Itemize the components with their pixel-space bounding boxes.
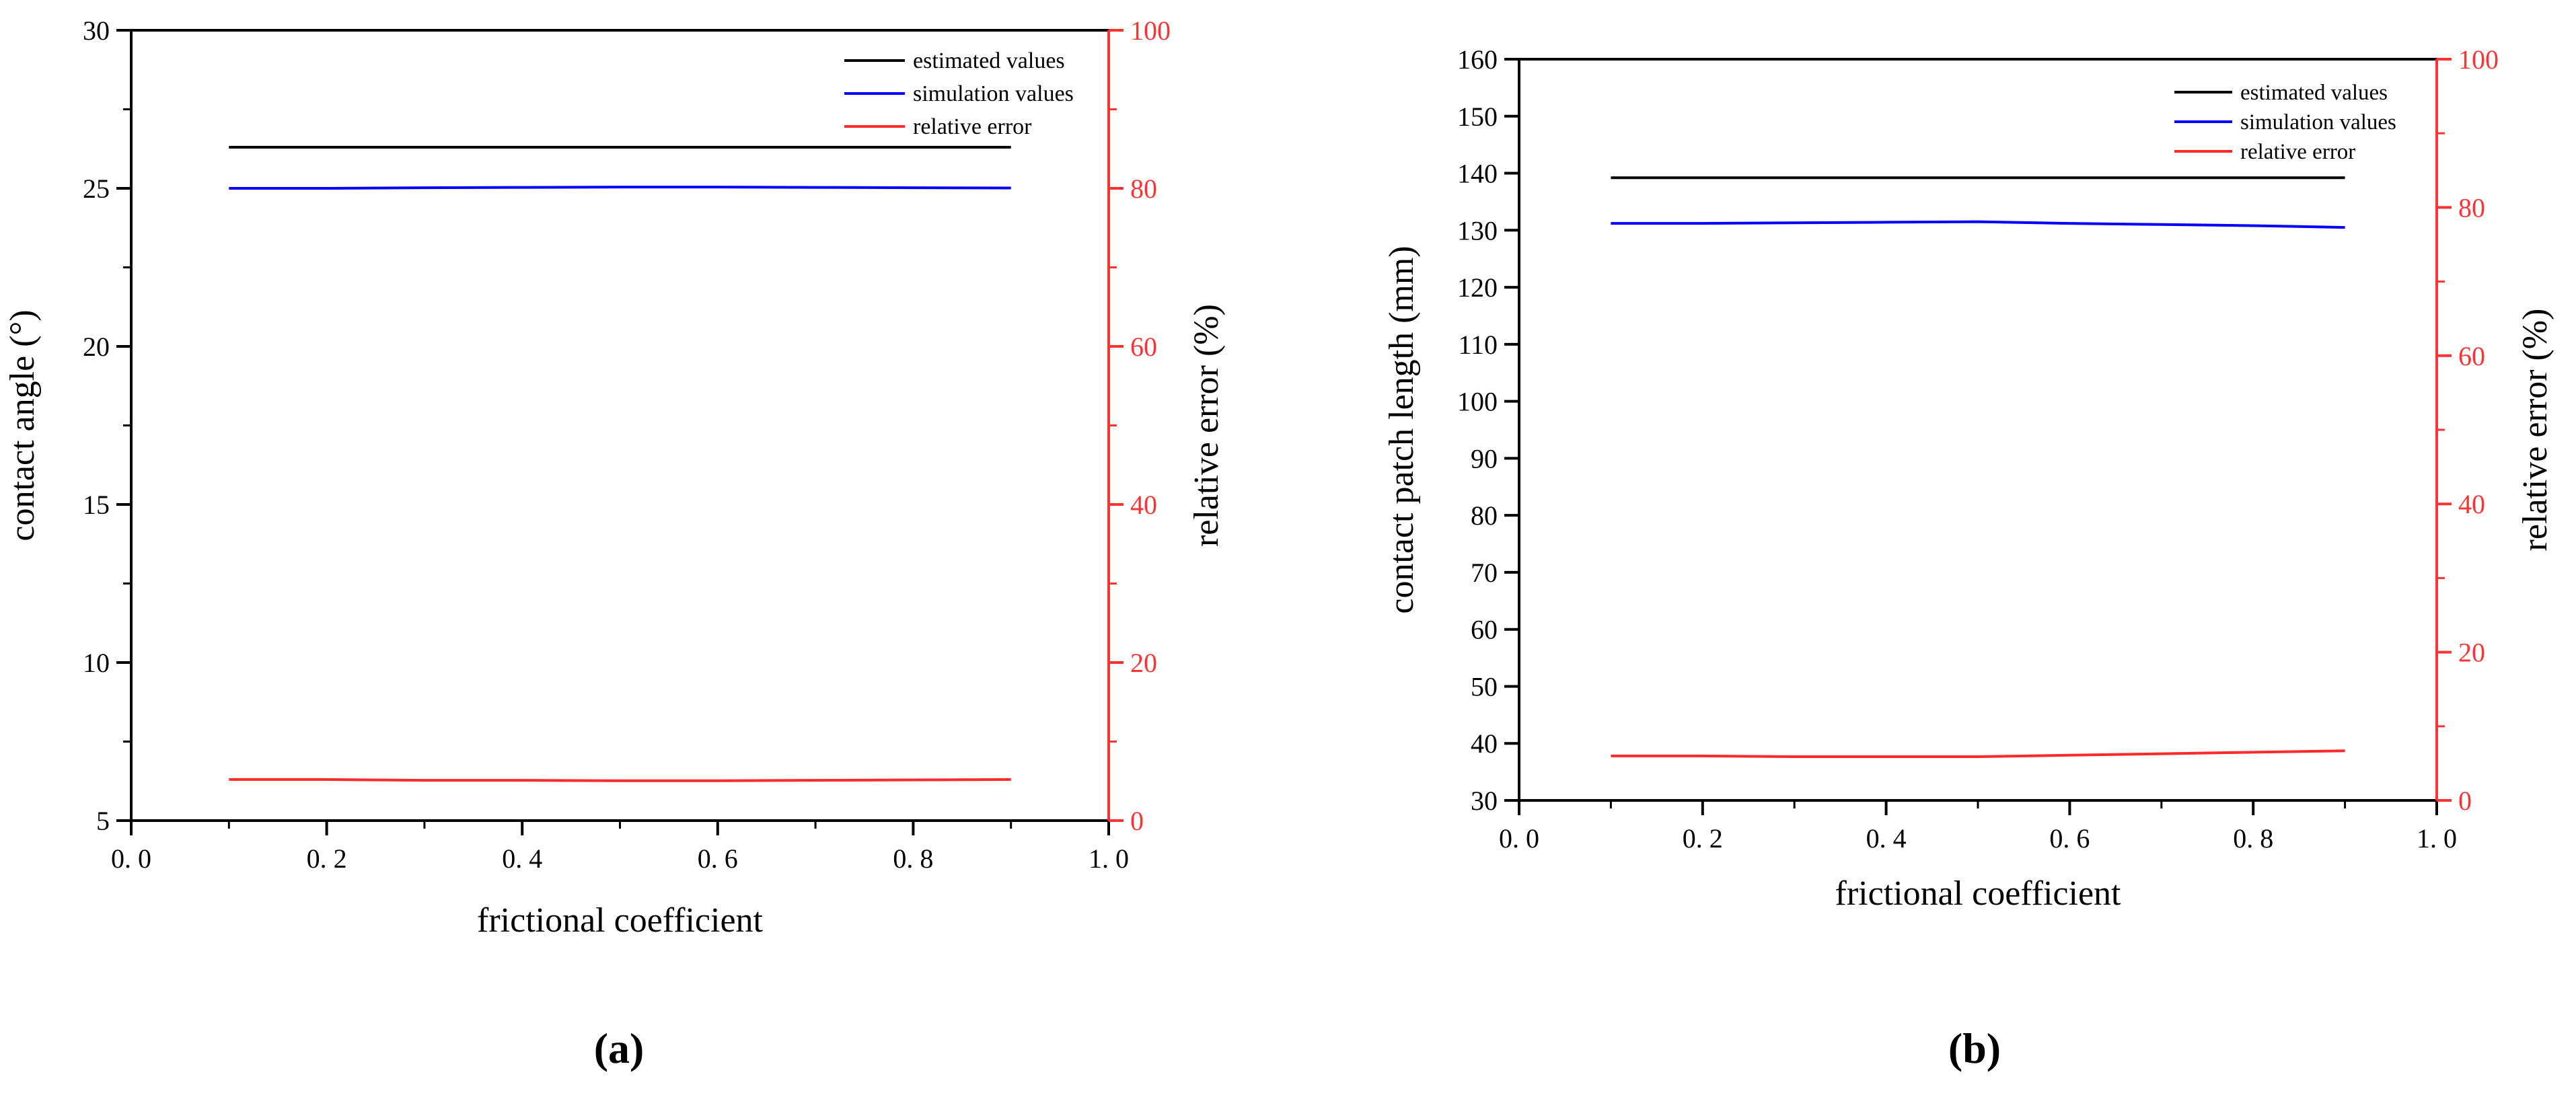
y2-tick-label: 20 bbox=[1130, 648, 1157, 678]
y-axis-title: contact patch length (mm) bbox=[1383, 246, 1421, 613]
y-tick-label: 30 bbox=[83, 15, 110, 46]
y-tick-label: 60 bbox=[1471, 615, 1498, 645]
panel-caption-a: (a) bbox=[594, 1024, 645, 1072]
y-tick-label: 20 bbox=[83, 332, 110, 362]
y-tick-label: 70 bbox=[1471, 558, 1498, 588]
legend-label-estimated-values: estimated values bbox=[2240, 81, 2388, 105]
y2-tick-label: 60 bbox=[1130, 332, 1157, 362]
x-tick-label: 0. 6 bbox=[2049, 823, 2090, 854]
y2-tick-label: 40 bbox=[2458, 489, 2485, 519]
y-tick-label: 15 bbox=[83, 490, 110, 520]
x-axis-title: frictional coefficient bbox=[1835, 874, 2121, 913]
series-line-simulation-values bbox=[1611, 220, 2345, 229]
x-tick-label: 0. 2 bbox=[1683, 823, 1723, 854]
y2-tick-label: 80 bbox=[2458, 192, 2485, 223]
y-tick-label: 100 bbox=[1457, 387, 1498, 417]
y-tick-label: 25 bbox=[83, 174, 110, 204]
y2-axis-title: relative error (%) bbox=[1187, 304, 1226, 547]
y-tick-label: 130 bbox=[1457, 215, 1498, 246]
x-tick-label: 0. 4 bbox=[1866, 823, 1907, 854]
x-tick-label: 1. 0 bbox=[2417, 823, 2457, 854]
y2-tick-label: 0 bbox=[1130, 806, 1144, 836]
x-tick-label: 0. 4 bbox=[502, 843, 542, 874]
x-tick-label: 0. 0 bbox=[1499, 823, 1539, 854]
x-tick-label: 0. 8 bbox=[2233, 823, 2273, 854]
y-tick-label: 120 bbox=[1457, 272, 1498, 303]
legend-label-relative-error: relative error bbox=[913, 114, 1032, 139]
series-line-simulation-values bbox=[229, 186, 1011, 190]
x-tick-label: 0. 0 bbox=[111, 843, 151, 874]
series-line-relative-error bbox=[1611, 749, 2345, 758]
y2-tick-label: 40 bbox=[1130, 490, 1157, 520]
x-tick-label: 0. 8 bbox=[893, 843, 933, 874]
series-line-relative-error bbox=[229, 778, 1011, 782]
y2-axis-title: relative error (%) bbox=[2516, 309, 2554, 552]
panel-caption-b: (b) bbox=[1948, 1024, 2001, 1072]
y-tick-label: 50 bbox=[1471, 671, 1498, 702]
y-tick-label: 110 bbox=[1458, 330, 1498, 360]
chart-b: 0. 0 0. 2 0. 4 0. 6 0. 8 1. 0 30 40 50 60 70 80 90 10… bbox=[1383, 44, 2554, 913]
y2-tick-label: 100 bbox=[2458, 44, 2499, 75]
y-tick-label: 10 bbox=[83, 648, 110, 678]
y-tick-label: 30 bbox=[1471, 786, 1498, 816]
legend-label-simulation-values: simulation values bbox=[2240, 110, 2396, 135]
y2-tick-label: 80 bbox=[1130, 174, 1157, 204]
y-tick-label: 80 bbox=[1471, 500, 1498, 531]
chart-a: 0. 0 0. 2 0. 4 0. 6 0. 8 1. 0 5 10 15 20 25 30 0 20 40… bbox=[3, 15, 1226, 940]
y-tick-label: 150 bbox=[1457, 102, 1498, 132]
y-tick-label: 40 bbox=[1471, 728, 1498, 759]
legend-label-relative-error: relative error bbox=[2240, 140, 2355, 164]
y2-tick-label: 20 bbox=[2458, 638, 2485, 668]
x-tick-label: 0. 6 bbox=[698, 843, 738, 874]
y-tick-label: 5 bbox=[96, 806, 110, 836]
y2-tick-label: 0 bbox=[2458, 786, 2472, 816]
y2-tick-label: 100 bbox=[1130, 15, 1171, 46]
legend-label-estimated-values: estimated values bbox=[913, 48, 1065, 73]
y-tick-label: 90 bbox=[1471, 443, 1498, 474]
y-axis-title: contact angle (°) bbox=[3, 309, 42, 541]
y-tick-label: 140 bbox=[1457, 159, 1498, 189]
x-tick-label: 1. 0 bbox=[1089, 843, 1129, 874]
y2-tick-label: 60 bbox=[2458, 341, 2485, 371]
x-tick-label: 0. 2 bbox=[307, 843, 347, 874]
x-axis-title: frictional coefficient bbox=[477, 901, 763, 940]
y-tick-label: 160 bbox=[1457, 44, 1498, 75]
legend-label-simulation-values: simulation values bbox=[913, 81, 1074, 106]
